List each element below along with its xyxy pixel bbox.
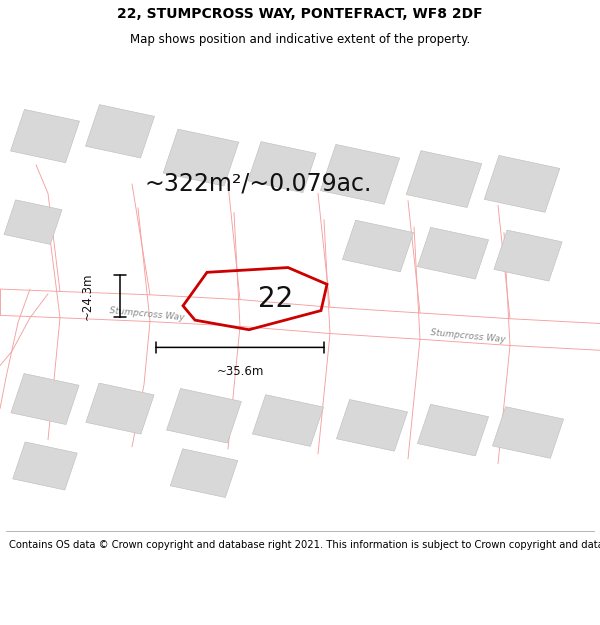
Text: Contains OS data © Crown copyright and database right 2021. This information is : Contains OS data © Crown copyright and d… [9, 540, 600, 550]
Bar [4, 200, 62, 244]
Bar [337, 399, 407, 451]
Text: Stumpcross Way: Stumpcross Way [430, 328, 506, 344]
Bar [167, 389, 241, 443]
Text: Map shows position and indicative extent of the property.: Map shows position and indicative extent… [130, 32, 470, 46]
Text: 22, STUMPCROSS WAY, PONTEFRACT, WF8 2DF: 22, STUMPCROSS WAY, PONTEFRACT, WF8 2DF [117, 7, 483, 21]
Text: ~24.3m: ~24.3m [80, 272, 94, 320]
Bar [253, 395, 323, 446]
Bar [418, 404, 488, 456]
Bar [406, 151, 482, 208]
Bar [11, 374, 79, 424]
Bar [343, 220, 413, 272]
Bar [418, 228, 488, 279]
Bar [493, 407, 563, 458]
Bar [13, 442, 77, 490]
Text: ~35.6m: ~35.6m [217, 365, 263, 378]
Bar [10, 109, 80, 162]
Bar [163, 129, 239, 186]
Bar [248, 142, 316, 192]
Text: Stumpcross Way: Stumpcross Way [109, 306, 185, 322]
Bar [494, 230, 562, 281]
Bar [320, 144, 400, 204]
Bar [170, 449, 238, 498]
Text: ~322m²/~0.079ac.: ~322m²/~0.079ac. [145, 172, 371, 196]
Bar [85, 104, 155, 158]
Text: 22: 22 [259, 284, 293, 312]
Bar [86, 383, 154, 434]
Bar [484, 156, 560, 212]
